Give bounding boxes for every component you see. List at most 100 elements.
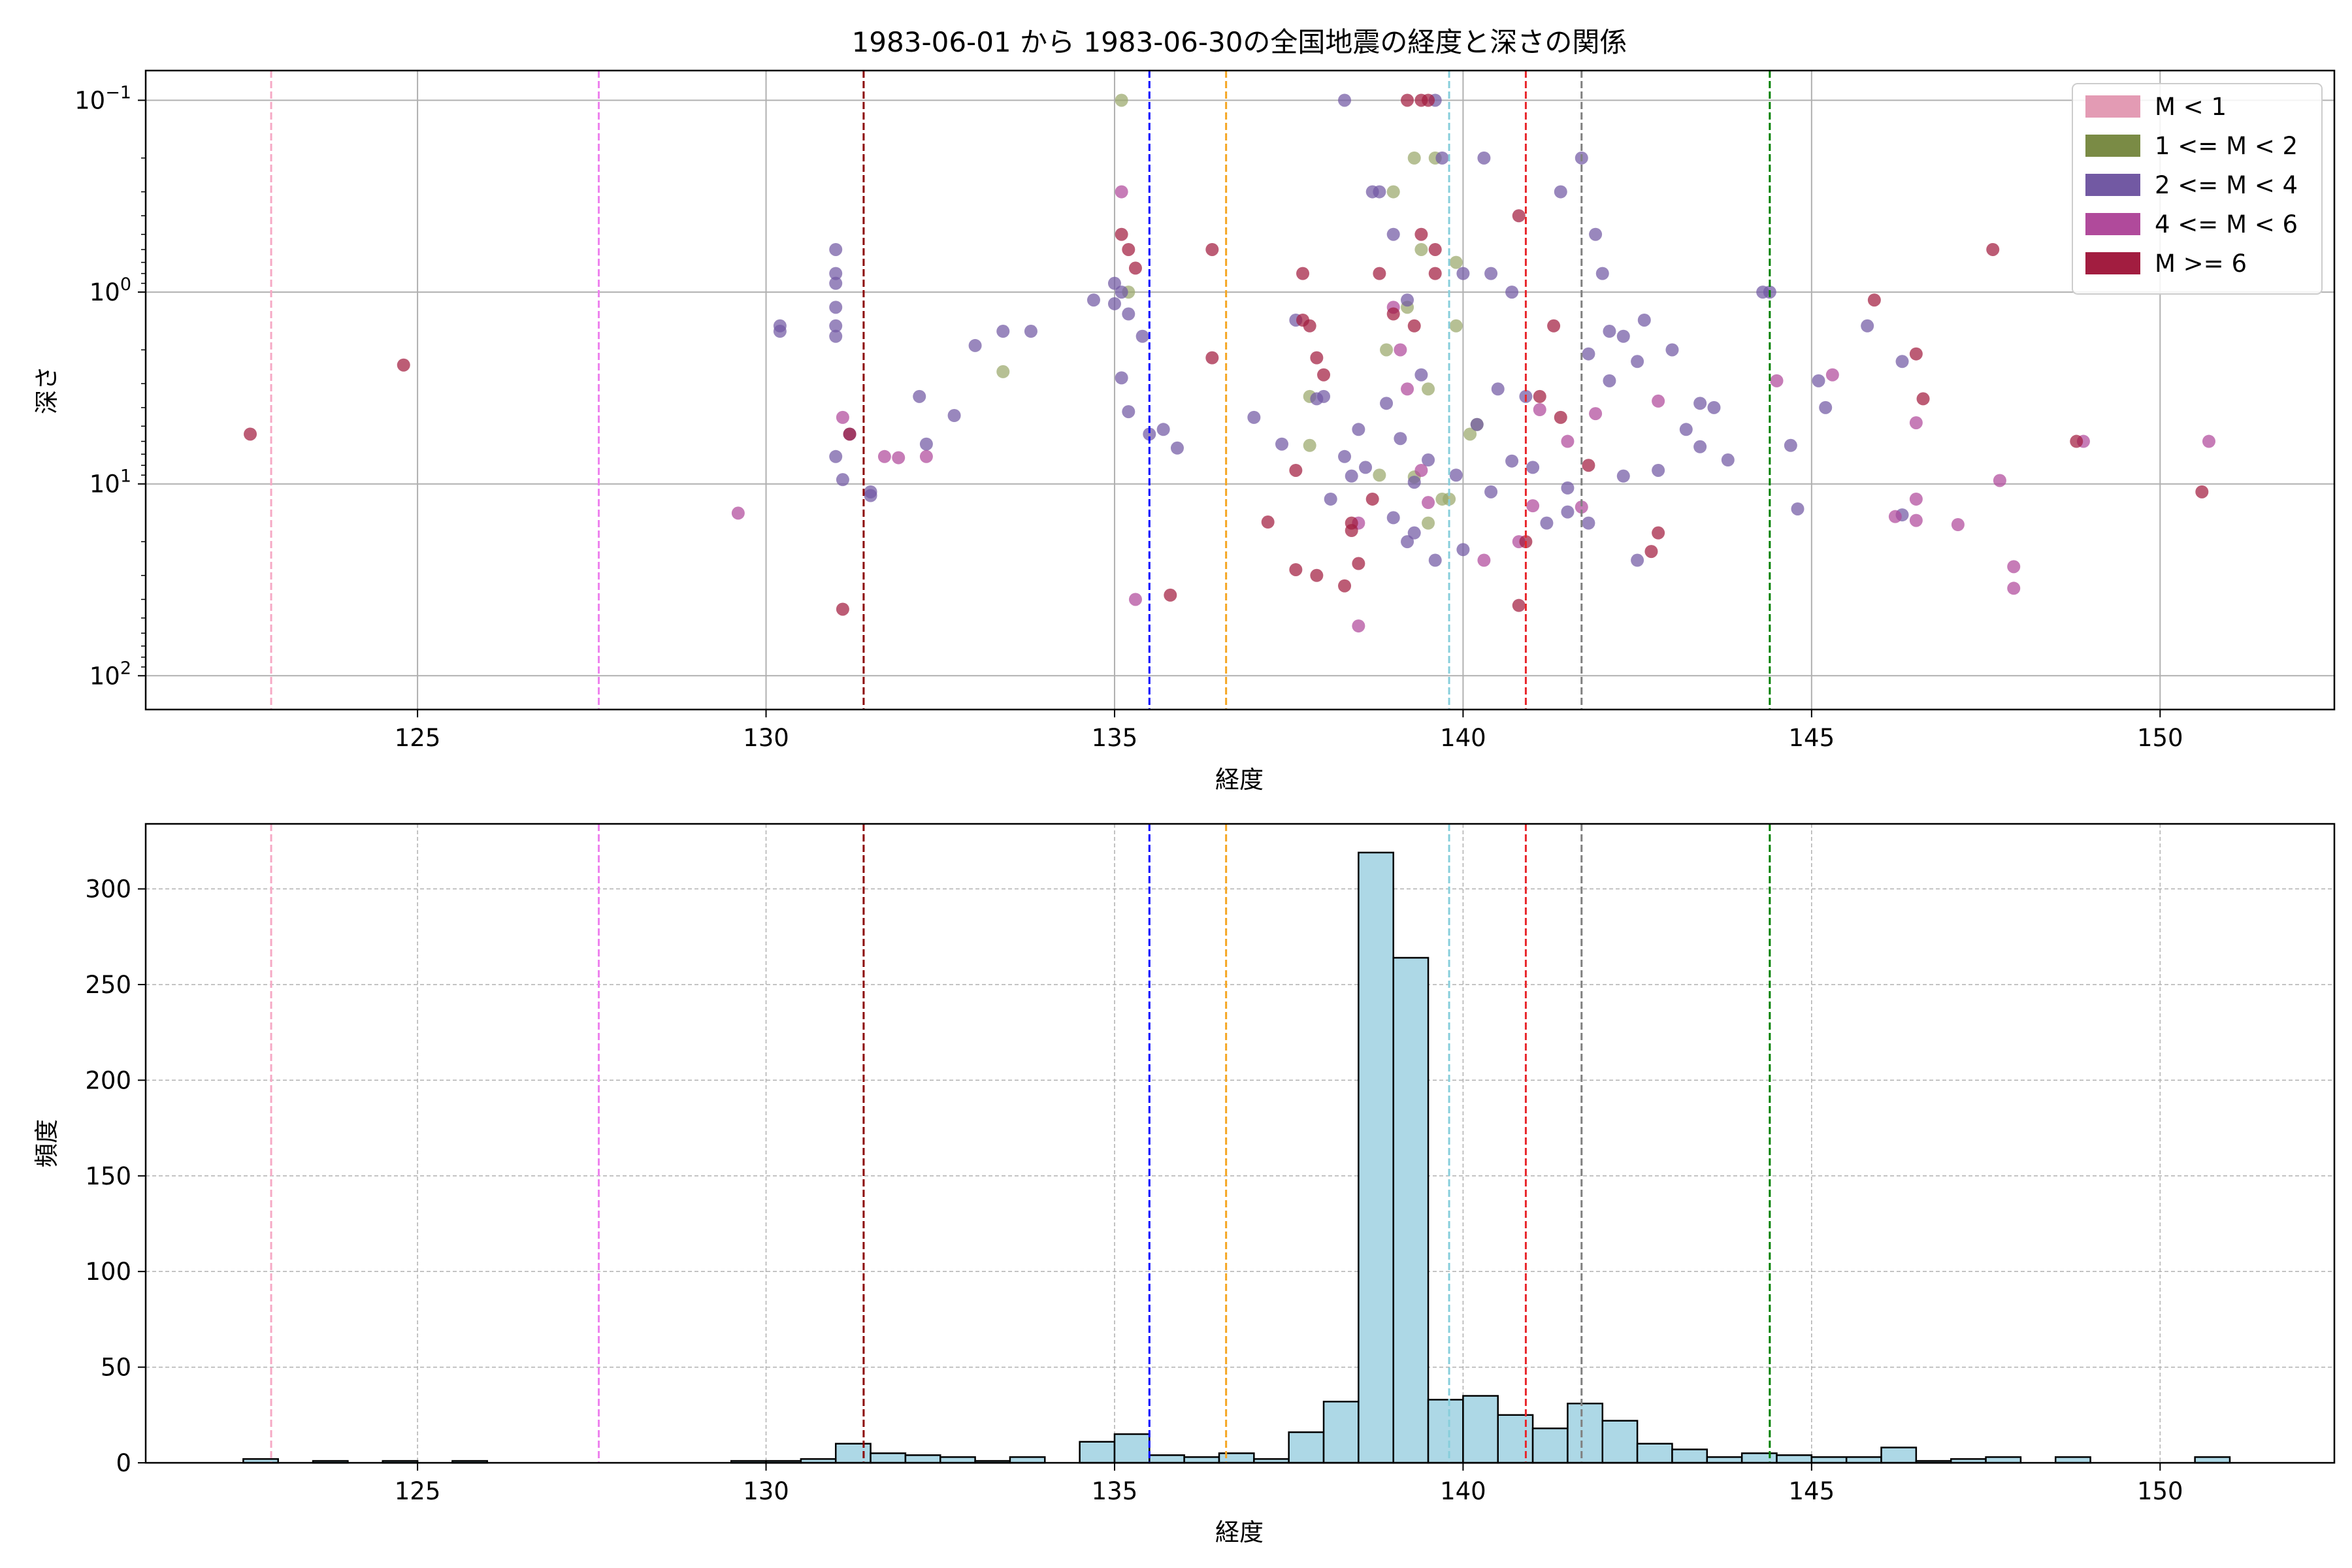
scatter-point [1644,545,1658,559]
legend-label: 2 <= M < 4 [2155,171,2298,199]
histogram-bar [1427,1399,1464,1464]
scatter-point [1652,463,1665,477]
scatter-point [1512,209,1526,223]
histogram-bar [1810,1456,1848,1464]
scatter-point [1589,407,1603,421]
legend-items: M < 1 1 <= M < 2 2 <= M < 4 4 <= M < 6 M >= … [2085,93,2298,278]
scatter-points [244,93,2215,633]
scatter-point [1456,267,1470,280]
scatter-point [1394,343,1407,357]
scatter-point [1505,454,1519,468]
scatter-point [1582,459,1595,472]
scatter-point [913,389,926,403]
figure-title: 1983-06-01 から 1983-06-30の全国地震の経度と深さの関係 [852,26,1627,58]
scatter-point [829,242,843,256]
scatter-point [1986,242,2000,256]
scatter-point [1825,368,1839,382]
scatter-point [1561,505,1575,519]
scatter-point [1861,319,1874,333]
scatter-point [1707,400,1721,414]
scatter-point [1115,286,1128,299]
scatter-point [1359,461,1373,474]
scatter-point [1414,368,1428,382]
scatter-point [1407,526,1421,540]
scatter-point [1401,382,1414,396]
scatter-point [1631,355,1644,368]
scatter-point [1024,325,1037,338]
scatter-point [1554,185,1567,199]
scatter-point [1770,374,1784,387]
scatter-point [1122,242,1135,256]
scatter-point [1401,93,1414,107]
histogram-y-axis-label: 頻度 [33,1119,61,1168]
scatter-point [1477,151,1491,165]
scatter-point [1784,438,1797,452]
scatter-point [1386,227,1400,241]
scatter-point [1205,351,1219,365]
scatter-point [1115,371,1128,385]
scatter-point [947,409,961,423]
histogram-bar [1113,1433,1151,1464]
scatter-point [1484,267,1498,280]
scatter-point [1128,593,1142,606]
scatter-point [1449,255,1463,269]
scatter-point [731,506,745,520]
histogram-y-ticks: 0 50 100 150 200 250 300 [85,875,146,1477]
histogram-bar [1322,1401,1360,1464]
scatter-x-axis-label: 経度 [1215,766,1264,794]
scatter-point [829,329,843,343]
histogram-bar [2194,1456,2231,1464]
scatter-point [1317,368,1331,382]
scatter-reference-lines [270,71,1771,710]
legend-label: 1 <= M < 2 [2155,132,2298,160]
scatter-point [1128,261,1142,275]
histogram-bar [939,1456,976,1464]
scatter-point [829,449,843,463]
scatter-point [1470,417,1484,431]
scatter-point [1422,516,1435,530]
histogram-x-tick-label: 130 [743,1477,789,1505]
legend: M < 1 1 <= M < 2 2 <= M < 4 4 <= M < 6 M >= … [2072,83,2323,295]
scatter-point [1407,319,1421,333]
scatter-point [1909,492,1923,506]
legend-swatch [2085,252,2140,274]
scatter-point [1867,293,1881,307]
scatter-point [1386,185,1400,199]
histogram-y-tick-label: 250 [85,971,131,999]
scatter-point [2202,434,2215,448]
histogram-x-tick-label: 125 [395,1477,441,1505]
histogram-y-tick-label: 100 [85,1258,131,1286]
scatter-point [1107,297,1121,310]
scatter-point [1414,227,1428,241]
scatter-point [1428,242,1442,256]
scatter-point [919,449,933,463]
scatter-point [1156,423,1170,436]
histogram-bar [1985,1456,2022,1464]
scatter-point [1603,325,1616,338]
scatter-point [1414,463,1428,477]
scatter-point [1491,382,1505,396]
histogram-bar [1358,851,1394,1464]
histogram-bar [1880,1446,1918,1464]
scatter-point [1561,481,1575,495]
scatter-point [1463,427,1477,441]
scatter-point [1247,410,1261,424]
scatter-point [1484,485,1498,498]
histogram-axes: 125 130 135 140 145 150 0 50 100 150 200 250 300 経度… [33,823,2336,1546]
scatter-point [1554,410,1567,424]
scatter-point [892,451,906,465]
histogram-bar [1218,1452,1255,1464]
scatter-point [1589,227,1603,241]
scatter-point [1895,355,1909,368]
scatter-point [1324,492,1337,506]
scatter-x-tick-label: 125 [395,724,441,752]
scatter-point [1380,397,1394,410]
scatter-point [1164,588,1177,602]
histogram-y-tick-label: 0 [116,1449,131,1477]
scatter-x-tick-label: 150 [2137,724,2183,752]
scatter-point [1170,441,1184,455]
scatter-point [397,358,410,372]
scatter-point [968,338,982,352]
scatter-point [1115,185,1128,199]
